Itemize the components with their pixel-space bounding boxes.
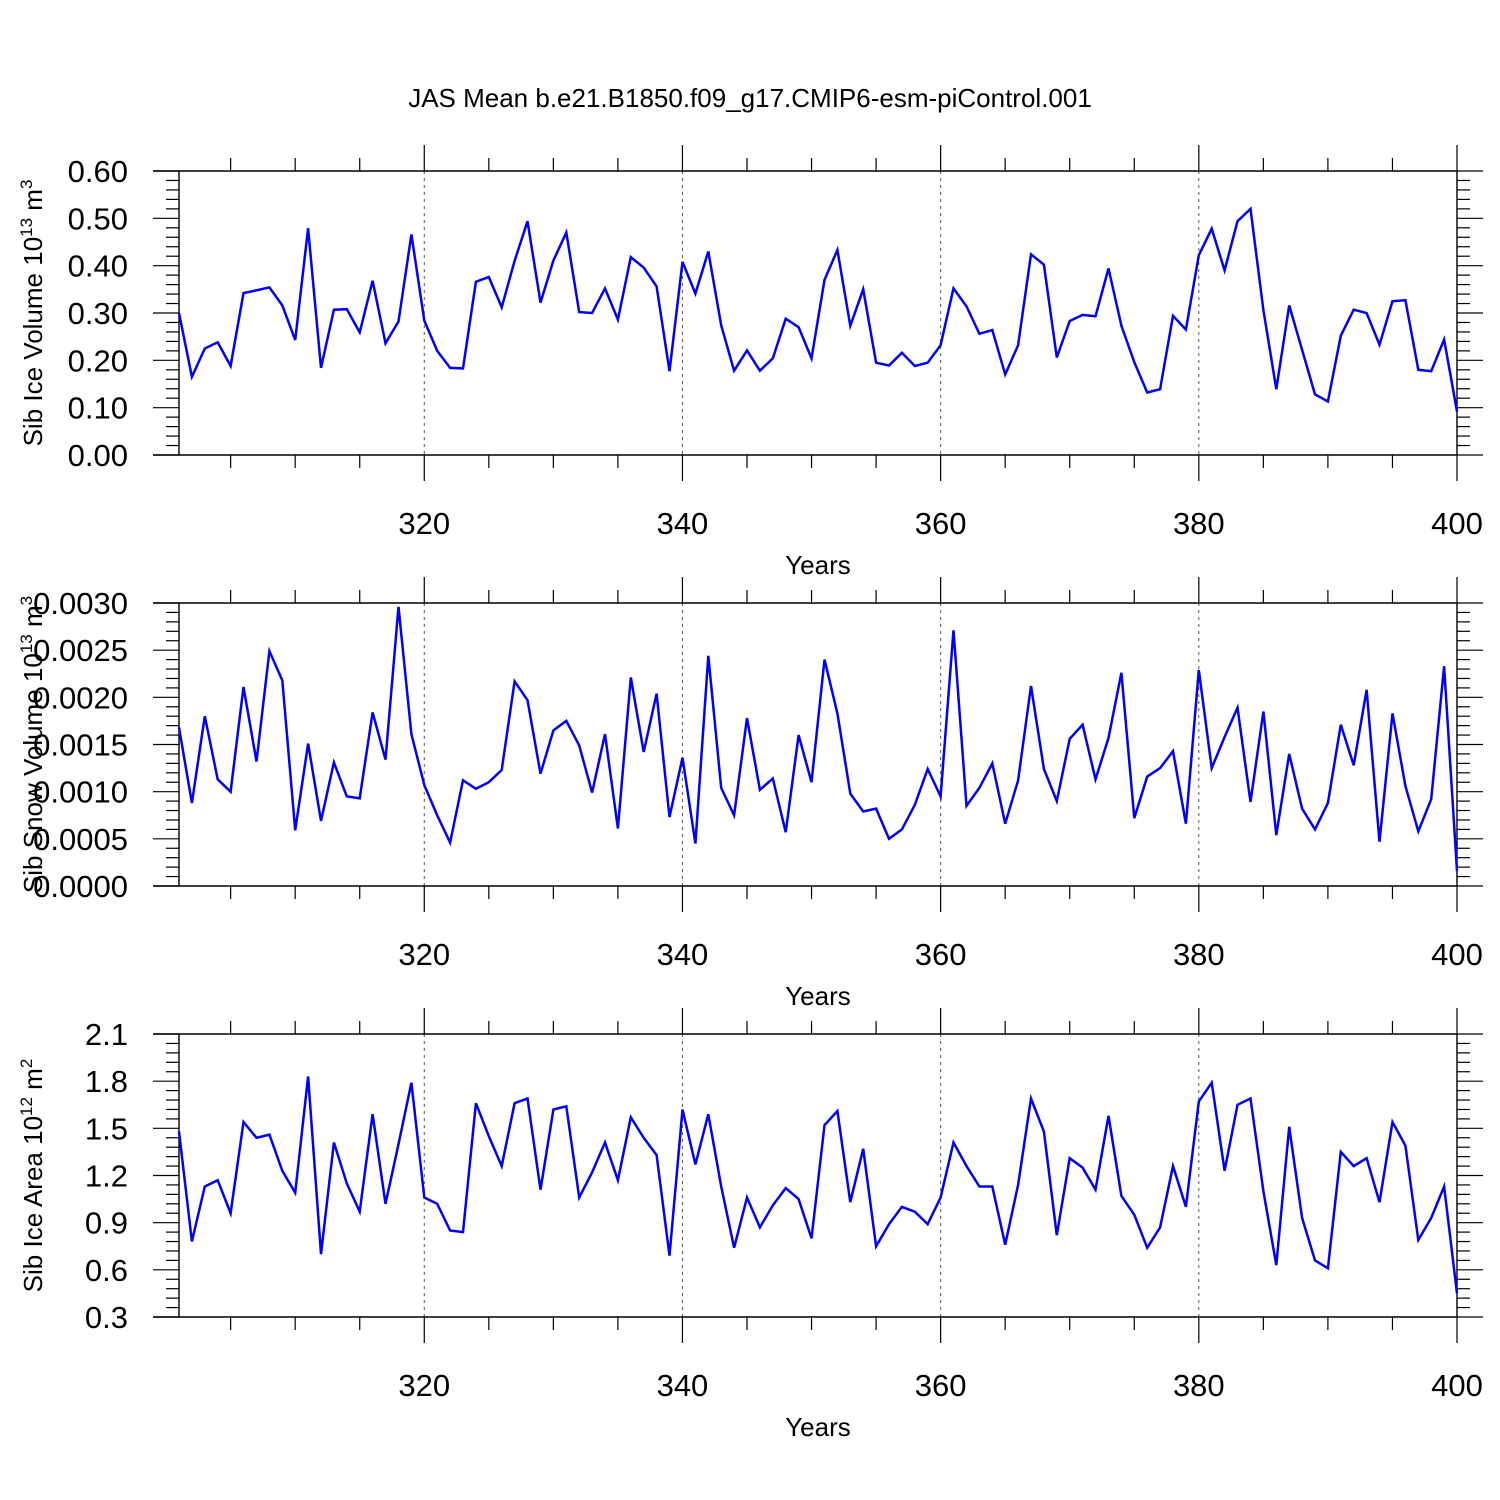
y-tick-label: 0.9	[85, 1206, 128, 1241]
y-tick-label: 1.2	[85, 1159, 128, 1194]
x-tick-label: 320	[398, 1368, 450, 1403]
y-axis-title-superscript: 3	[17, 596, 36, 605]
y-axis-title-part: m	[18, 605, 48, 634]
y-tick-label: 0.0005	[33, 822, 128, 857]
x-tick-label: 380	[1173, 1368, 1225, 1403]
y-axis-title: Sib Snow Volume 1013 m3	[17, 596, 48, 893]
y-axis-title-superscript: 13	[17, 218, 36, 237]
y-tick-label: 1.8	[85, 1064, 128, 1099]
x-tick-label: 340	[657, 937, 709, 972]
y-tick-label: 0.3	[85, 1300, 128, 1335]
y-tick-label: 0.0030	[33, 586, 128, 621]
x-tick-label: 380	[1173, 506, 1225, 541]
x-tick-label: 400	[1431, 506, 1483, 541]
x-tick-label: 360	[915, 1368, 967, 1403]
y-tick-label: 0.0010	[33, 775, 128, 810]
y-axis-title-part: Sib Ice Area 10	[18, 1116, 48, 1292]
x-tick-label: 380	[1173, 937, 1225, 972]
y-tick-label: 0.50	[68, 201, 128, 236]
y-tick-label: 2.1	[85, 1017, 128, 1052]
x-tick-label: 340	[657, 506, 709, 541]
chart-panel-3: 0.3 0.6 0.9 1.2 1.5 1.8 2.1 320 340 360 380 400 Year…	[17, 1008, 1483, 1442]
panels: 0.00 0.10 0.20 0.30 0.40 0.50 0.60 320 340 360 380…	[17, 145, 1483, 1442]
y-tick-label: 0.40	[68, 249, 128, 284]
y-axis-title-part: m	[18, 189, 48, 218]
x-tick-label: 400	[1431, 1368, 1483, 1403]
y-axis-title: Sib Ice Volume 1013 m3	[17, 180, 48, 447]
y-tick-label: 1.5	[85, 1111, 128, 1146]
y-tick-label: 0.60	[68, 154, 128, 189]
x-tick-label: 320	[398, 506, 450, 541]
series-line	[177, 606, 1459, 871]
y-tick-label: 0.6	[85, 1253, 128, 1288]
y-axis-title-superscript: 13	[17, 634, 36, 653]
x-axis-title: Years	[785, 550, 851, 580]
x-tick-label: 400	[1431, 937, 1483, 972]
x-axis-title: Years	[785, 981, 851, 1011]
y-axis-title-superscript: 3	[17, 180, 36, 189]
y-tick-label: 0.30	[68, 296, 128, 331]
y-tick-label: 0.0025	[33, 633, 128, 668]
y-axis-title: Sib Ice Area 1012 m2	[17, 1059, 48, 1293]
y-tick-label: 0.0020	[33, 680, 128, 715]
y-axis-title-superscript: 2	[17, 1059, 36, 1068]
y-tick-label: 0.00	[68, 438, 128, 473]
y-tick-label: 0.20	[68, 343, 128, 378]
y-axis-title-superscript: 12	[17, 1097, 36, 1116]
y-tick-label: 0.0000	[33, 869, 128, 904]
y-tick-label: 0.0015	[33, 728, 128, 763]
y-axis-title-part: m	[18, 1068, 48, 1097]
series-line	[177, 206, 1459, 412]
chart-title: JAS Mean b.e21.B1850.f09_g17.CMIP6-esm-p…	[408, 83, 1092, 113]
x-tick-label: 360	[915, 506, 967, 541]
chart-panel-1: 0.00 0.10 0.20 0.30 0.40 0.50 0.60 320 340 360 380…	[17, 145, 1483, 580]
y-axis-title-part: Sib Ice Volume 10	[18, 237, 48, 447]
x-tick-label: 320	[398, 937, 450, 972]
x-tick-label: 340	[657, 1368, 709, 1403]
x-tick-label: 360	[915, 937, 967, 972]
series-line	[177, 1076, 1459, 1294]
y-axis-title-part: Sib Snow Volume 10	[18, 653, 48, 893]
y-tick-label: 0.10	[68, 391, 128, 426]
x-axis-title: Years	[785, 1412, 851, 1442]
chart-panel-2: 0.0000 0.0005 0.0010 0.0015 0.0020 0.0025 0.00…	[17, 577, 1483, 1011]
